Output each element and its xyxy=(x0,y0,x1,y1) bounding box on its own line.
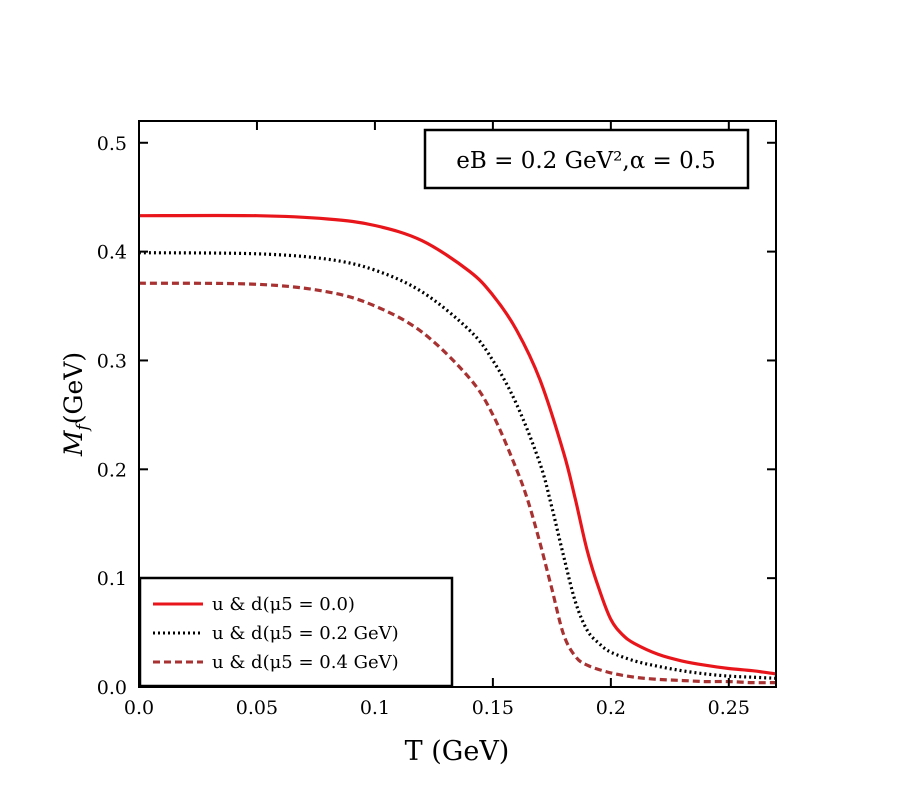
y-tick-label-2: 0.2 xyxy=(97,459,127,481)
x-tick-label-1: 0.05 xyxy=(236,697,278,719)
x-tick-label-3: 0.15 xyxy=(472,697,514,719)
legend-label-mu5-0: u & d(μ5 = 0.0) xyxy=(212,594,355,615)
y-tick-label-4: 0.4 xyxy=(97,242,127,264)
legend: u & d(μ5 = 0.0) u & d(μ5 = 0.2 GeV) u & … xyxy=(138,576,454,688)
y-tick-label-0: 0.0 xyxy=(97,677,127,699)
annotation-frame xyxy=(423,128,750,190)
annotation-text: eB = 0.2 GeV²,α = 0.5 xyxy=(456,148,715,174)
y-tick-label-5: 0.5 xyxy=(97,133,127,155)
x-tick-label-5: 0.25 xyxy=(708,697,750,719)
y-tick-label-3: 0.3 xyxy=(97,350,127,372)
y-tick-label-1: 0.1 xyxy=(97,568,127,590)
y-axis-title-main: M xyxy=(59,429,88,457)
plot-frame xyxy=(138,120,777,688)
plot-area xyxy=(138,213,777,685)
y-axis-title: Mf(GeV) xyxy=(59,352,93,457)
legend-label-mu5-0.2: u & d(μ5 = 0.2 GeV) xyxy=(212,623,399,644)
x-tick-label-0: 0.0 xyxy=(124,697,154,719)
y-axis-title-sub: f xyxy=(73,422,93,433)
legend-label-mu5-0.4: u & d(μ5 = 0.4 GeV) xyxy=(212,652,399,673)
annotation-box: eB = 0.2 GeV²,α = 0.5 xyxy=(423,128,750,190)
axis-ticks: 0.0 0.05 0.1 0.15 0.2 0.25 0.0 0.1 0.2 0.3 0.4 0.5 xyxy=(97,121,776,719)
legend-frame xyxy=(138,576,454,688)
y-axis-title-unit: (GeV) xyxy=(59,352,88,424)
series-line-1 xyxy=(138,251,777,680)
x-tick-label-2: 0.1 xyxy=(360,697,390,719)
x-tick-label-4: 0.2 xyxy=(596,697,626,719)
x-axis-title: T (GeV) xyxy=(405,736,510,767)
series-line-2 xyxy=(138,281,777,685)
series-line-0 xyxy=(138,213,777,676)
